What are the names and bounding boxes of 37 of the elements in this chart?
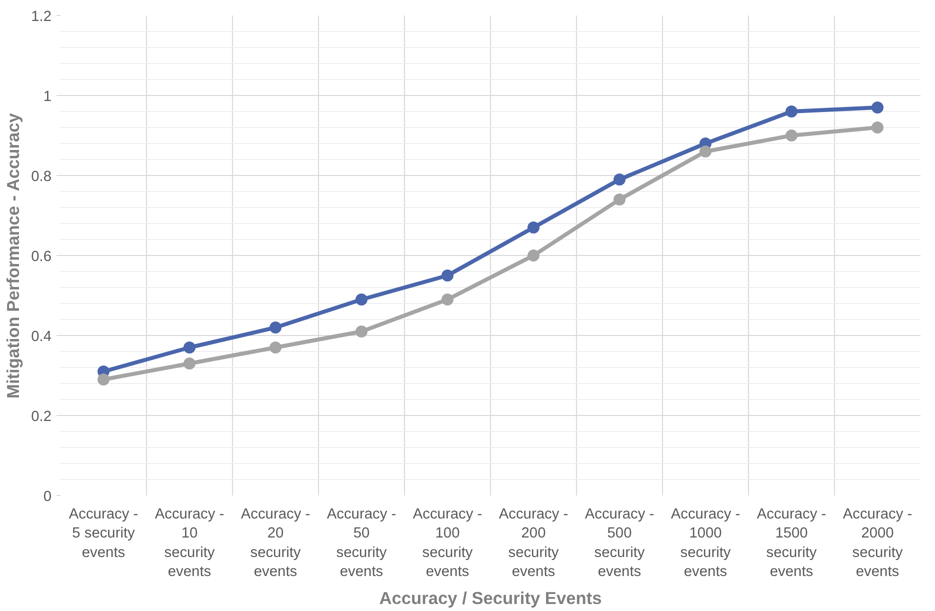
point: [786, 106, 798, 118]
point: [614, 174, 626, 186]
x-tick-label: Accuracy - 500 security events: [584, 506, 654, 580]
y-axis-title: Mitigation Performance - Accuracy: [3, 112, 24, 398]
point: [98, 374, 110, 386]
y-tick-label: 1: [43, 89, 52, 105]
point: [528, 250, 540, 262]
x-tick-label: Accuracy - 10 security events: [154, 506, 224, 580]
x-tick-label: Accuracy - 200 security events: [498, 506, 568, 580]
point: [700, 146, 712, 158]
x-tick-label: Accuracy - 50 security events: [326, 506, 396, 580]
point: [442, 270, 454, 282]
point: [356, 326, 368, 338]
x-tick-label: Accuracy - 2000 security events: [842, 506, 912, 580]
point: [270, 342, 282, 354]
point: [528, 222, 540, 234]
y-tick-label: 0: [43, 489, 52, 505]
x-axis-title: Accuracy / Security Events: [379, 588, 602, 608]
x-tick-label: Accuracy - 1500 security events: [756, 506, 826, 580]
y-tick-label: 1.2: [31, 9, 52, 25]
y-tick-label: 0.2: [31, 409, 52, 425]
y-tick-label: 0.6: [31, 249, 52, 265]
point: [872, 102, 884, 114]
point: [356, 294, 368, 306]
point: [872, 122, 884, 134]
point: [184, 342, 196, 354]
x-tick-label: Accuracy - 1000 security events: [670, 506, 740, 580]
point: [614, 194, 626, 206]
point: [786, 130, 798, 142]
y-tick-label: 0.8: [31, 169, 52, 185]
point: [184, 358, 196, 370]
y-tick-label: 0.4: [31, 329, 52, 345]
x-tick-label: Accuracy - 100 security events: [412, 506, 482, 580]
point: [442, 294, 454, 306]
point: [270, 322, 282, 334]
x-tick-label: Accuracy - 5 security events: [68, 506, 138, 561]
x-tick-label: Accuracy - 20 security events: [240, 506, 310, 580]
